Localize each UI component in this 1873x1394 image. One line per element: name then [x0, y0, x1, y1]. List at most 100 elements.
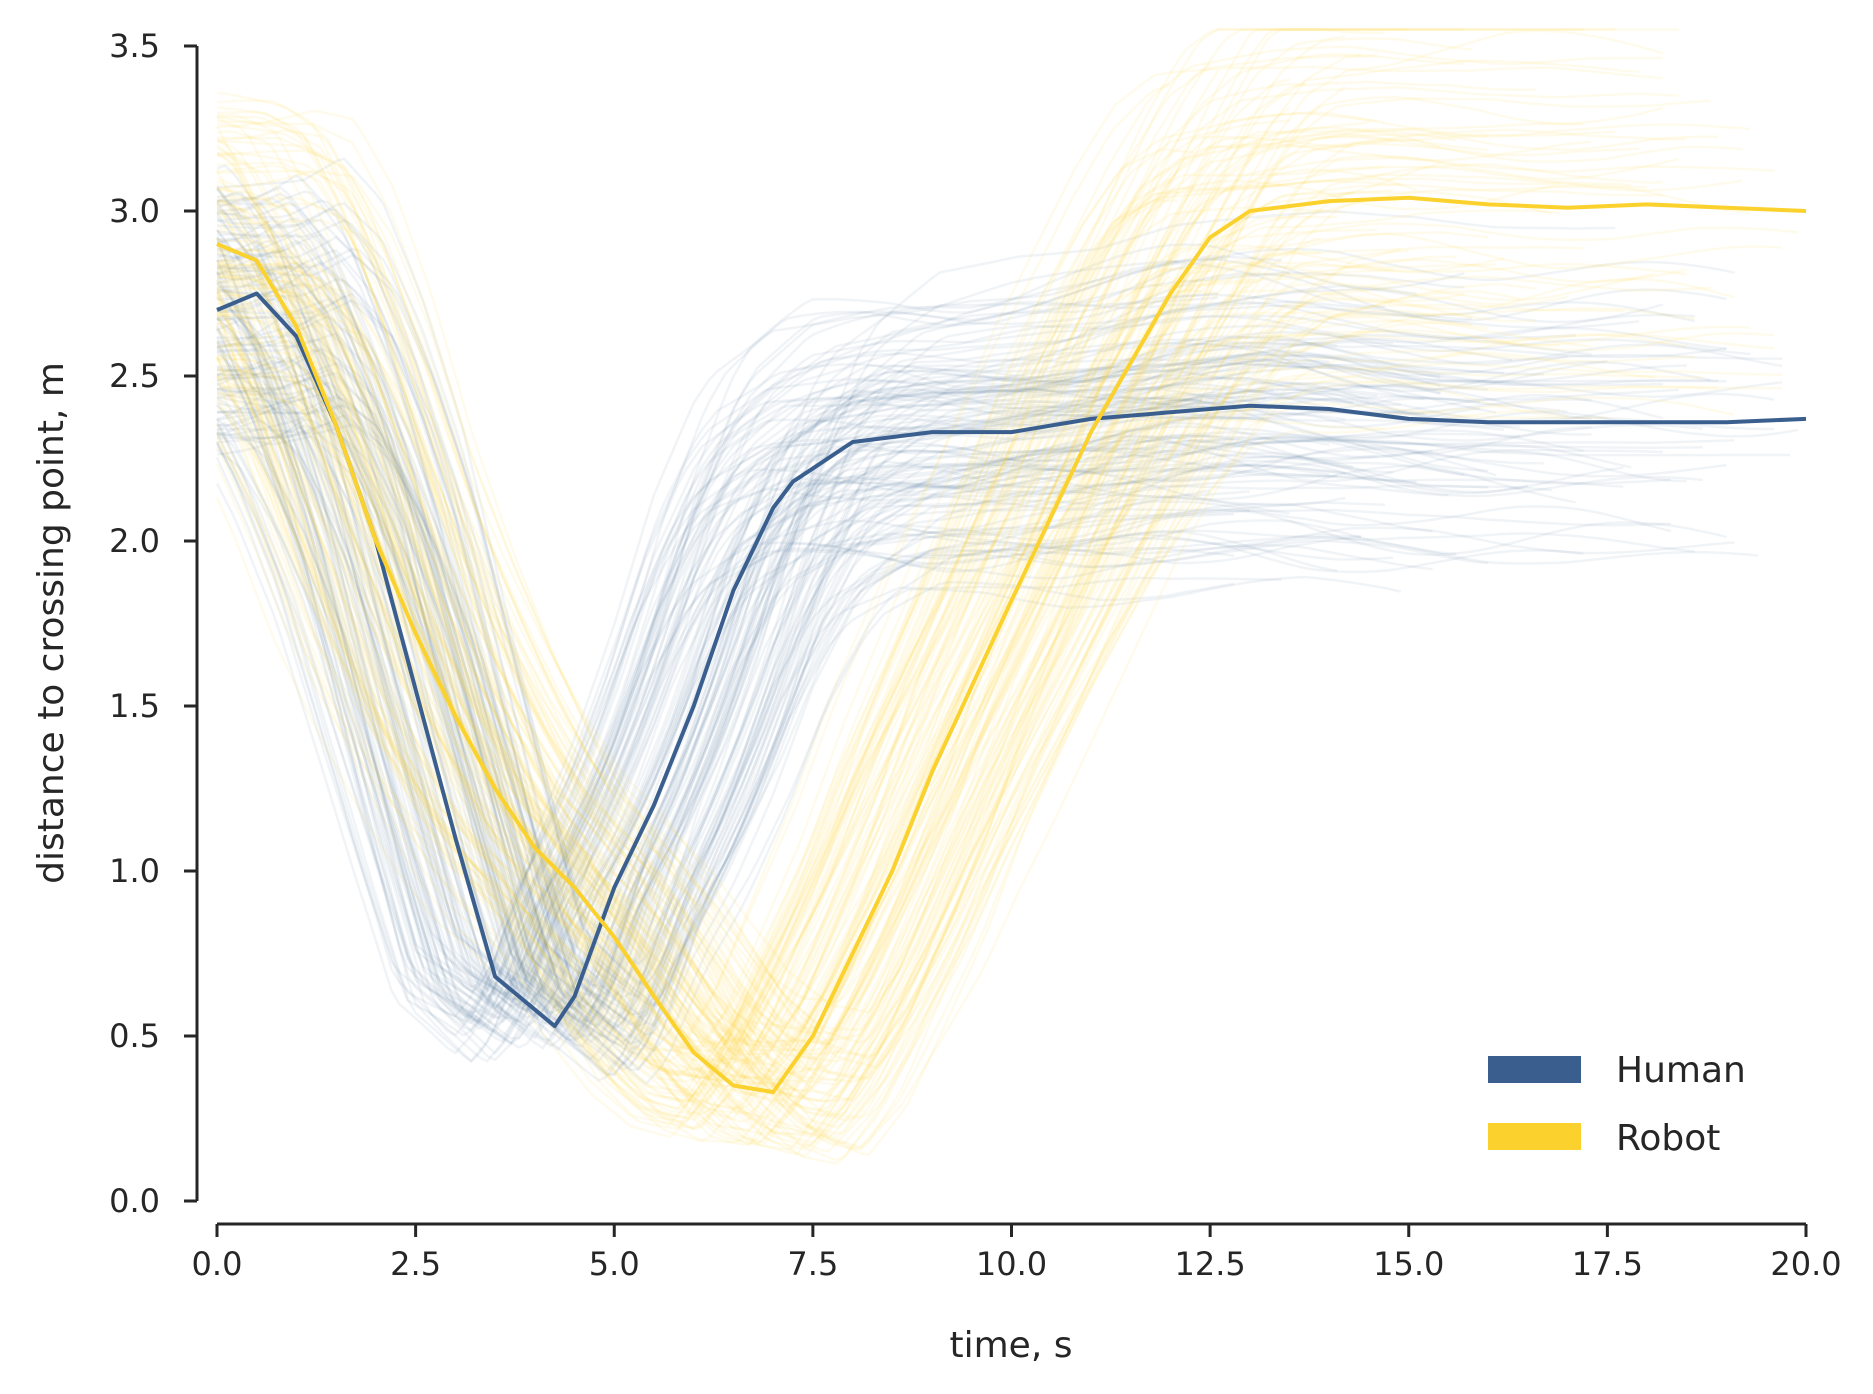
individual-trace — [216, 392, 1489, 1067]
individual-trace — [216, 106, 1180, 1102]
individual-trace — [216, 78, 1290, 1044]
individual-trace — [216, 381, 1362, 1067]
individual-trace — [216, 421, 1250, 1049]
individual-trace — [216, 253, 1489, 1028]
individual-trace — [216, 286, 1394, 1086]
individual-trace — [216, 282, 1640, 997]
individual-trace — [215, 365, 1703, 1131]
individual-trace — [215, 301, 1695, 989]
individual-trace — [215, 165, 1385, 1098]
individual-trace — [215, 398, 1203, 1015]
individual-trace — [215, 165, 1743, 1078]
individual-trace — [215, 190, 1179, 1119]
individual-trace — [215, 341, 1481, 1025]
individual-trace — [216, 422, 1385, 1044]
y-tick-label: 0.5 — [109, 1017, 160, 1055]
individual-trace — [216, 393, 1529, 1045]
individual-trace — [216, 142, 1743, 1092]
individual-trace — [216, 373, 1703, 1016]
x-tick-label: 5.0 — [589, 1245, 640, 1283]
y-tick-label: 1.0 — [109, 852, 160, 890]
individual-trace — [215, 237, 1679, 1019]
individual-trace — [216, 280, 1624, 1139]
individual-trace — [216, 28, 1385, 1044]
individual-trace — [216, 128, 1687, 1057]
individual-trace — [216, 154, 1680, 1043]
individual-trace — [215, 260, 1687, 1120]
individual-trace — [216, 314, 1314, 1012]
individual-trace — [216, 397, 1624, 1024]
individual-trace — [215, 179, 1663, 1111]
individual-trace — [216, 197, 1505, 1021]
individual-trace — [217, 359, 1362, 1061]
individual-trace — [216, 278, 1783, 1029]
individual-trace — [215, 111, 1751, 1076]
individual-trace — [216, 188, 1393, 1095]
individual-trace — [215, 134, 1489, 1083]
x-axis-label: time, s — [950, 1325, 1073, 1366]
individual-trace — [216, 126, 1441, 1056]
individual-trace — [216, 381, 1433, 1063]
y-tick-label: 3.0 — [109, 192, 160, 230]
individual-trace — [216, 261, 1441, 1009]
individual-trace — [217, 349, 1346, 1028]
individual-trace — [216, 277, 1473, 1158]
individual-trace — [216, 321, 1560, 1136]
individual-trace — [216, 292, 1520, 1037]
individual-trace — [216, 375, 1671, 1034]
individual-trace — [215, 280, 1258, 1126]
individual-trace — [215, 482, 1584, 1055]
individual-trace — [216, 318, 1624, 1050]
individual-trace — [216, 151, 1553, 1152]
legend-swatch-human — [1488, 1056, 1581, 1083]
individual-trace — [217, 249, 1409, 1112]
individual-trace — [216, 145, 1274, 1050]
individual-trace — [215, 288, 1219, 1116]
individual-trace — [216, 63, 1211, 1053]
individual-trace — [216, 296, 1695, 1132]
individual-trace — [216, 297, 1791, 1038]
individual-trace — [216, 357, 1783, 1134]
individual-trace — [216, 430, 1338, 1062]
individual-trace — [215, 187, 1441, 1008]
individual-trace — [216, 59, 1640, 1046]
individual-trace — [216, 338, 1727, 1030]
individual-trace — [216, 37, 1473, 1056]
individual-trace — [216, 286, 1196, 1153]
individual-trace — [217, 263, 1291, 1129]
individual-trace — [216, 173, 1227, 987]
individual-trace — [216, 250, 1489, 1041]
individual-trace — [215, 272, 1735, 1097]
individual-trace — [216, 243, 1282, 1097]
individual-trace — [216, 317, 1632, 1048]
individual-trace — [215, 201, 1274, 1020]
individual-trace — [216, 296, 1687, 1001]
individual-trace — [216, 316, 1751, 1111]
axes: 0.0 2.5 5.0 7.5 10.0 12.5 15.0 17.5 20.0 0.0 0.5 1… — [109, 27, 1842, 1283]
x-ticks: 0.0 2.5 5.0 7.5 10.0 12.5 15.0 17.5 20.0 — [192, 1224, 1842, 1283]
individual-trace — [215, 209, 1322, 1131]
individual-trace — [216, 421, 1433, 1028]
mean-line-human — [216, 291, 1807, 1029]
individual-trace — [216, 218, 1195, 1021]
individual-trace — [217, 294, 1370, 1023]
individual-trace — [216, 339, 1656, 1145]
individual-trace — [216, 188, 1465, 996]
individual-trace — [216, 208, 1401, 1047]
individual-trace — [216, 269, 1282, 1156]
individual-trace — [216, 414, 1664, 1016]
x-tick-label: 2.5 — [390, 1245, 441, 1283]
individual-trace — [215, 456, 1727, 1037]
individual-trace — [216, 313, 1695, 1151]
individual-trace — [216, 247, 1402, 1069]
individual-trace — [217, 258, 1688, 1119]
individual-trace — [216, 161, 1378, 1140]
individual-trace — [216, 217, 1465, 985]
individual-trace — [216, 28, 1679, 1028]
individual-trace — [216, 396, 1290, 1056]
individual-trace — [216, 392, 1560, 1144]
individual-trace — [216, 28, 1616, 1004]
individual-trace — [215, 267, 1235, 1103]
individual-trace — [216, 237, 1378, 1024]
individual-trace — [216, 169, 1212, 1081]
